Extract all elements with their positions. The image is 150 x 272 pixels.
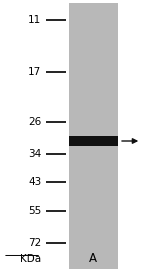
Text: KDa: KDa: [20, 254, 41, 264]
Text: 55: 55: [28, 206, 41, 216]
Text: 43: 43: [28, 177, 41, 187]
Bar: [69, 3, 118, 269]
Text: 17: 17: [28, 67, 41, 77]
Text: 26: 26: [28, 117, 41, 127]
Text: 72: 72: [28, 238, 41, 248]
Text: 34: 34: [28, 149, 41, 159]
Text: 11: 11: [28, 15, 41, 25]
Bar: [69, 135, 118, 146]
Text: A: A: [89, 252, 97, 265]
